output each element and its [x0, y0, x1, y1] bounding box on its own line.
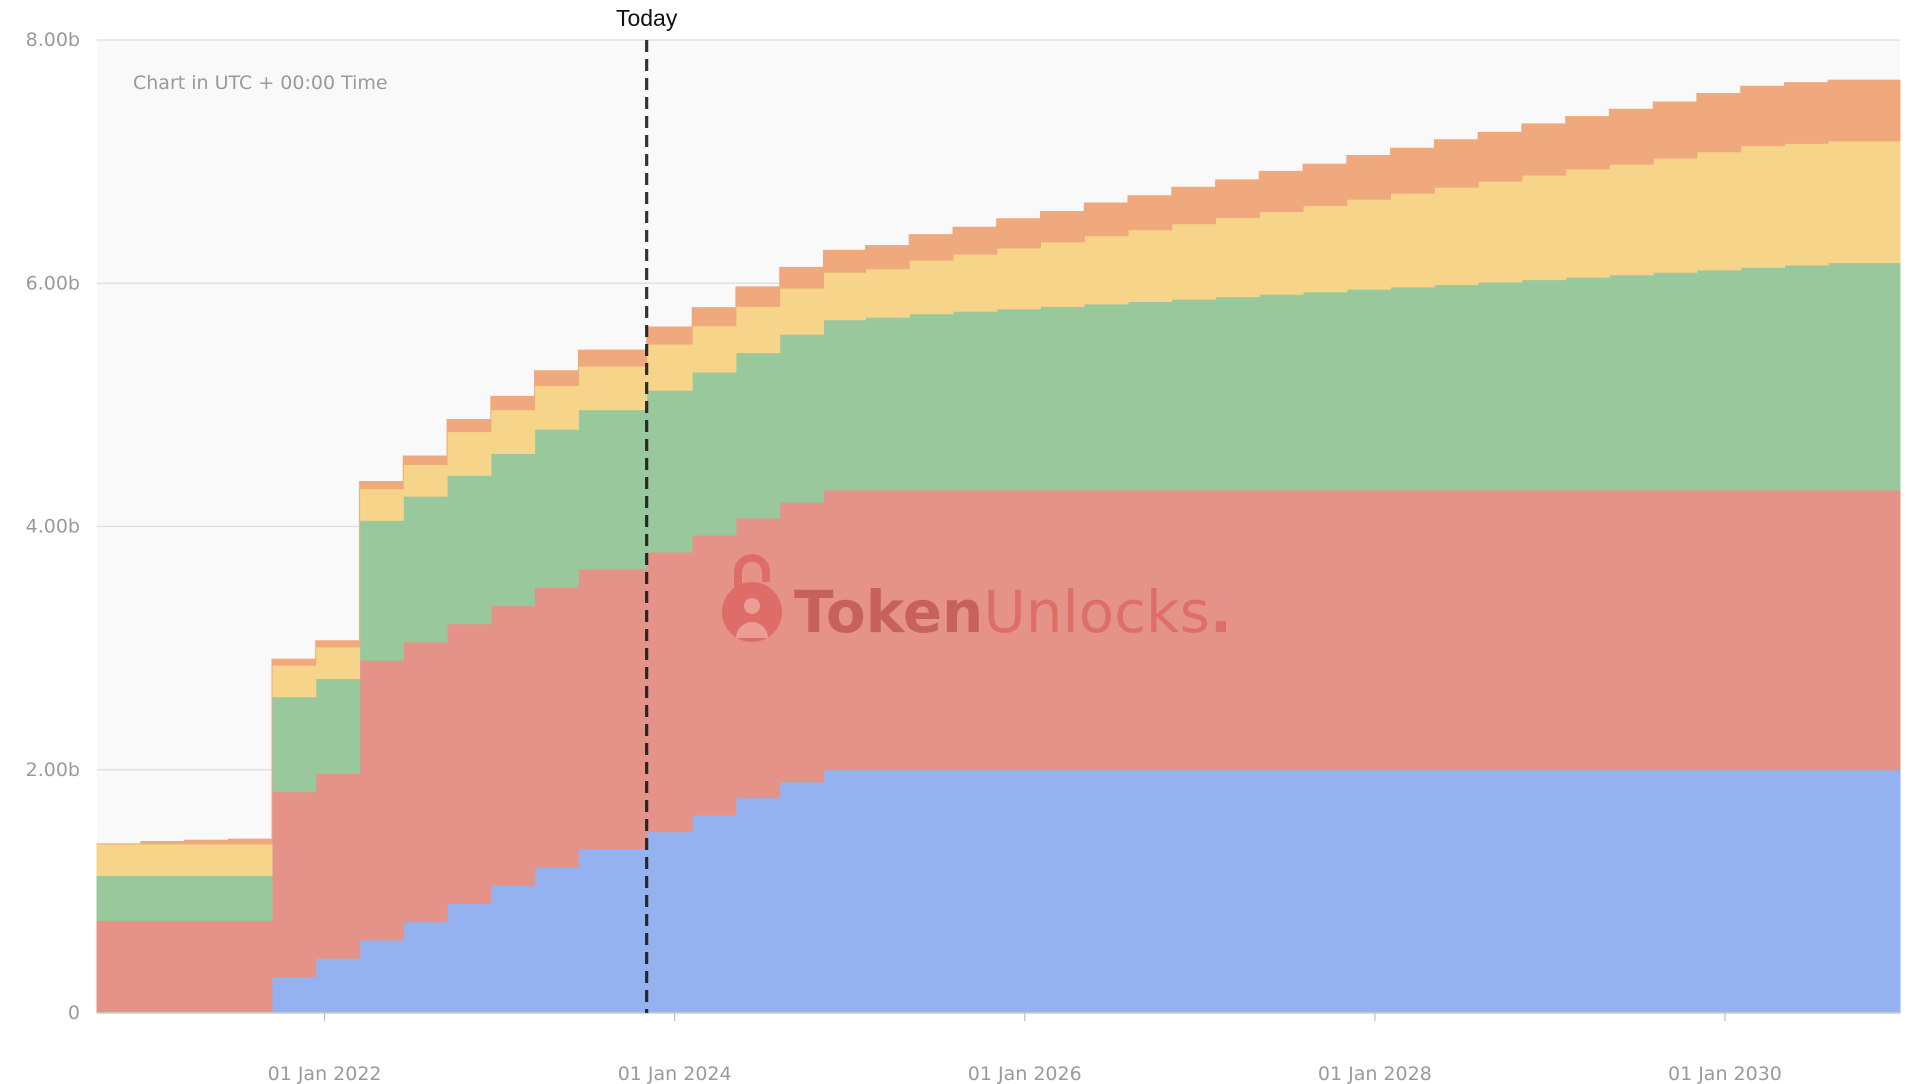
watermark: TokenUnlocks.	[722, 554, 1232, 646]
y-tick-label: 6.00b	[26, 272, 80, 294]
y-tick-label: 0	[68, 1002, 80, 1024]
watermark-brand-dot: .	[1210, 578, 1232, 646]
x-tick-label: 01 Jan 2024	[618, 1063, 732, 1084]
y-tick-label: 4.00b	[26, 516, 80, 538]
lock-logo-icon	[722, 554, 782, 642]
x-tick-label: 01 Jan 2030	[1668, 1063, 1782, 1084]
x-tick-label: 01 Jan 2022	[268, 1063, 382, 1084]
y-tick-label: 2.00b	[26, 759, 80, 781]
x-tick-label: 01 Jan 2028	[1318, 1063, 1432, 1084]
watermark-brand-bold: Token	[794, 578, 983, 646]
stacked-areas	[96, 79, 1901, 1014]
axes: 0 2.00b 4.00b 6.00b 8.00b 01 Jan 2022 01 Jan 2…	[26, 29, 1900, 1084]
series-area-4	[97, 79, 1901, 845]
watermark-brand-light: Unlocks	[983, 578, 1210, 646]
x-tick-label: 01 Jan 2026	[968, 1063, 1082, 1084]
today-marker: Today	[616, 5, 678, 1013]
y-tick-label: 8.00b	[26, 29, 80, 51]
today-label: Today	[616, 5, 678, 31]
watermark-text: TokenUnlocks.	[794, 578, 1232, 646]
timezone-note: Chart in UTC + 00:00 Time	[133, 72, 388, 94]
